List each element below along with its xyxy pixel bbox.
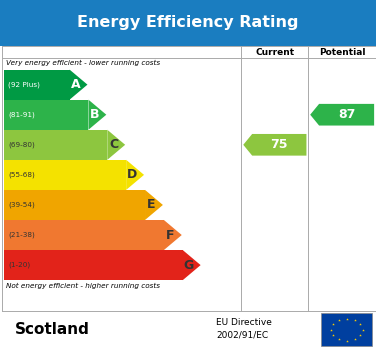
Text: A: A [71,78,80,91]
Text: (92 Plus): (92 Plus) [8,81,40,88]
Text: (39-54): (39-54) [8,202,35,208]
Bar [4,130,107,160]
Text: Potential: Potential [319,48,365,57]
Polygon shape [126,160,144,190]
Text: G: G [184,259,194,271]
Polygon shape [310,104,374,126]
Text: Scotland: Scotland [15,322,90,337]
Bar [0,0,376,46]
Text: EU Directive: EU Directive [216,318,272,326]
Bar [4,70,70,100]
Text: 87: 87 [338,108,355,121]
Text: (1-20): (1-20) [8,262,30,268]
FancyBboxPatch shape [321,313,372,347]
Text: (69-80): (69-80) [8,142,35,148]
Text: (21-38): (21-38) [8,232,35,238]
Bar [4,190,145,220]
Text: Very energy efficient - lower running costs: Very energy efficient - lower running co… [6,60,160,66]
Text: 2002/91/EC: 2002/91/EC [216,331,268,339]
Polygon shape [164,220,182,250]
Polygon shape [107,130,125,160]
Text: Not energy efficient - higher running costs: Not energy efficient - higher running co… [6,283,160,289]
Text: 75: 75 [271,138,288,151]
Text: Current: Current [255,48,294,57]
Polygon shape [88,100,106,130]
Polygon shape [70,70,88,100]
Text: D: D [127,168,138,181]
Text: (55-68): (55-68) [8,172,35,178]
Bar [4,100,88,130]
Text: E: E [147,198,156,212]
Polygon shape [145,190,163,220]
Bar [4,220,164,250]
Text: Energy Efficiency Rating: Energy Efficiency Rating [77,15,299,31]
Bar [4,250,183,280]
Text: B: B [90,108,99,121]
Bar [4,160,126,190]
Polygon shape [243,134,306,156]
Text: C: C [109,138,118,151]
Text: F: F [166,229,174,242]
Text: (81-91): (81-91) [8,111,35,118]
Polygon shape [183,250,201,280]
